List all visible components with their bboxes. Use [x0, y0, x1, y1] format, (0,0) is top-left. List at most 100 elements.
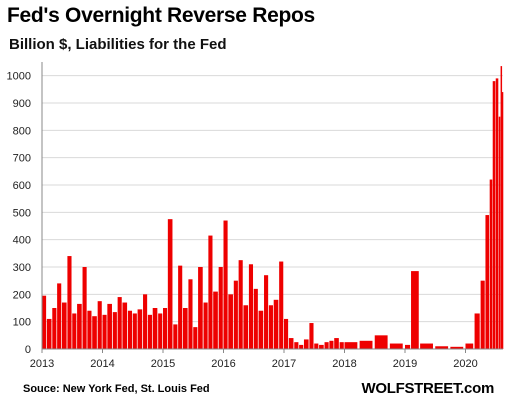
bar: [344, 342, 358, 349]
bar: [167, 219, 173, 349]
bar: [268, 305, 273, 349]
x-tick-label: 2018: [332, 358, 356, 370]
bar: [147, 314, 152, 349]
bar: [324, 342, 329, 349]
bar: [67, 256, 72, 349]
y-tick-label: 0: [25, 344, 31, 356]
source-note: Souce: New York Fed, St. Louis Fed: [23, 383, 210, 395]
x-tick-label: 2016: [211, 358, 235, 370]
bar: [87, 310, 92, 349]
bar: [46, 318, 52, 349]
bar: [57, 283, 62, 349]
bar: [319, 344, 324, 349]
bar: [158, 313, 163, 349]
x-tick-label: 2017: [272, 358, 296, 370]
bar: [389, 343, 403, 349]
bar: [77, 303, 82, 349]
bar: [198, 267, 203, 349]
bars-layer: [42, 66, 504, 350]
chart-title: Fed's Overnight Reverse Repos: [7, 4, 315, 27]
y-tick-labels: 0 100 200 300 400 500 600 700 800 900 1000: [7, 71, 31, 356]
bar: [474, 313, 480, 349]
bar: [213, 291, 218, 349]
bar: [112, 312, 117, 349]
bar: [188, 279, 193, 349]
bar: [143, 294, 148, 349]
bar: [303, 339, 309, 349]
bar: [137, 309, 143, 349]
bar: [501, 92, 504, 350]
bar: [97, 301, 102, 349]
bar: [42, 295, 47, 349]
y-tick-label: 1000: [7, 71, 31, 83]
bar: [228, 294, 233, 349]
y-tick-label: 700: [13, 153, 31, 165]
bar: [283, 318, 289, 349]
bar: [435, 346, 449, 349]
y-tick-label: 900: [13, 98, 31, 110]
x-tick-label: 2013: [30, 358, 54, 370]
gridlines: [42, 75, 503, 323]
y-tick-label: 600: [13, 180, 31, 192]
bar: [208, 235, 213, 349]
bar: [404, 344, 411, 349]
bar: [288, 338, 294, 349]
bar: [294, 342, 299, 349]
bar: [233, 280, 238, 349]
y-tick-label: 400: [13, 235, 31, 247]
bar: [72, 313, 77, 349]
bar: [52, 308, 57, 349]
bar: [203, 302, 208, 349]
bar: [218, 267, 223, 349]
bar: [359, 340, 373, 349]
bar: [334, 338, 339, 349]
y-tick-label: 200: [13, 289, 31, 301]
bar: [253, 288, 258, 349]
x-tick-label: 2019: [393, 358, 417, 370]
bar: [258, 310, 264, 349]
brand-logo-text: WOLFSTREET.com: [361, 380, 495, 397]
bar: [279, 261, 284, 349]
bar: [314, 343, 319, 349]
bar: [152, 308, 158, 349]
bar: [162, 308, 168, 349]
x-tick-label: 2020: [453, 358, 477, 370]
bar: [107, 303, 112, 349]
bar: [178, 265, 183, 349]
bar: [495, 78, 499, 350]
bar: [465, 343, 474, 349]
bar: [420, 343, 433, 349]
bar: [480, 280, 485, 349]
bar: [223, 220, 228, 349]
y-tick-label: 500: [13, 207, 31, 219]
bar: [102, 314, 107, 349]
bar: [498, 116, 501, 350]
bar: [193, 327, 198, 349]
y-tick-label: 300: [13, 262, 31, 274]
axes: [41, 62, 503, 353]
y-tick-label: 800: [13, 125, 31, 137]
bar: [173, 324, 178, 349]
bar: [485, 215, 490, 349]
x-tick-labels: 2013 2014 2015 2016 2017 2018 2019 2020: [30, 358, 478, 370]
x-tick-label: 2014: [90, 358, 114, 370]
bar: [264, 275, 269, 349]
bar: [500, 66, 503, 349]
bar: [248, 264, 254, 349]
bar: [182, 308, 188, 349]
bar: [374, 335, 388, 349]
bar: [127, 310, 133, 349]
y-tick-label: 100: [13, 317, 31, 329]
bar: [492, 81, 496, 349]
bar: [92, 316, 97, 349]
bar: [238, 260, 243, 349]
bar: [309, 323, 314, 349]
bar: [273, 299, 279, 349]
bar: [122, 302, 128, 349]
bar: [339, 342, 344, 349]
chart-subtitle: Billion $, Liabilities for the Fed: [9, 36, 227, 53]
x-tick-label: 2015: [151, 358, 175, 370]
bar: [132, 313, 137, 349]
bar: [411, 271, 419, 349]
